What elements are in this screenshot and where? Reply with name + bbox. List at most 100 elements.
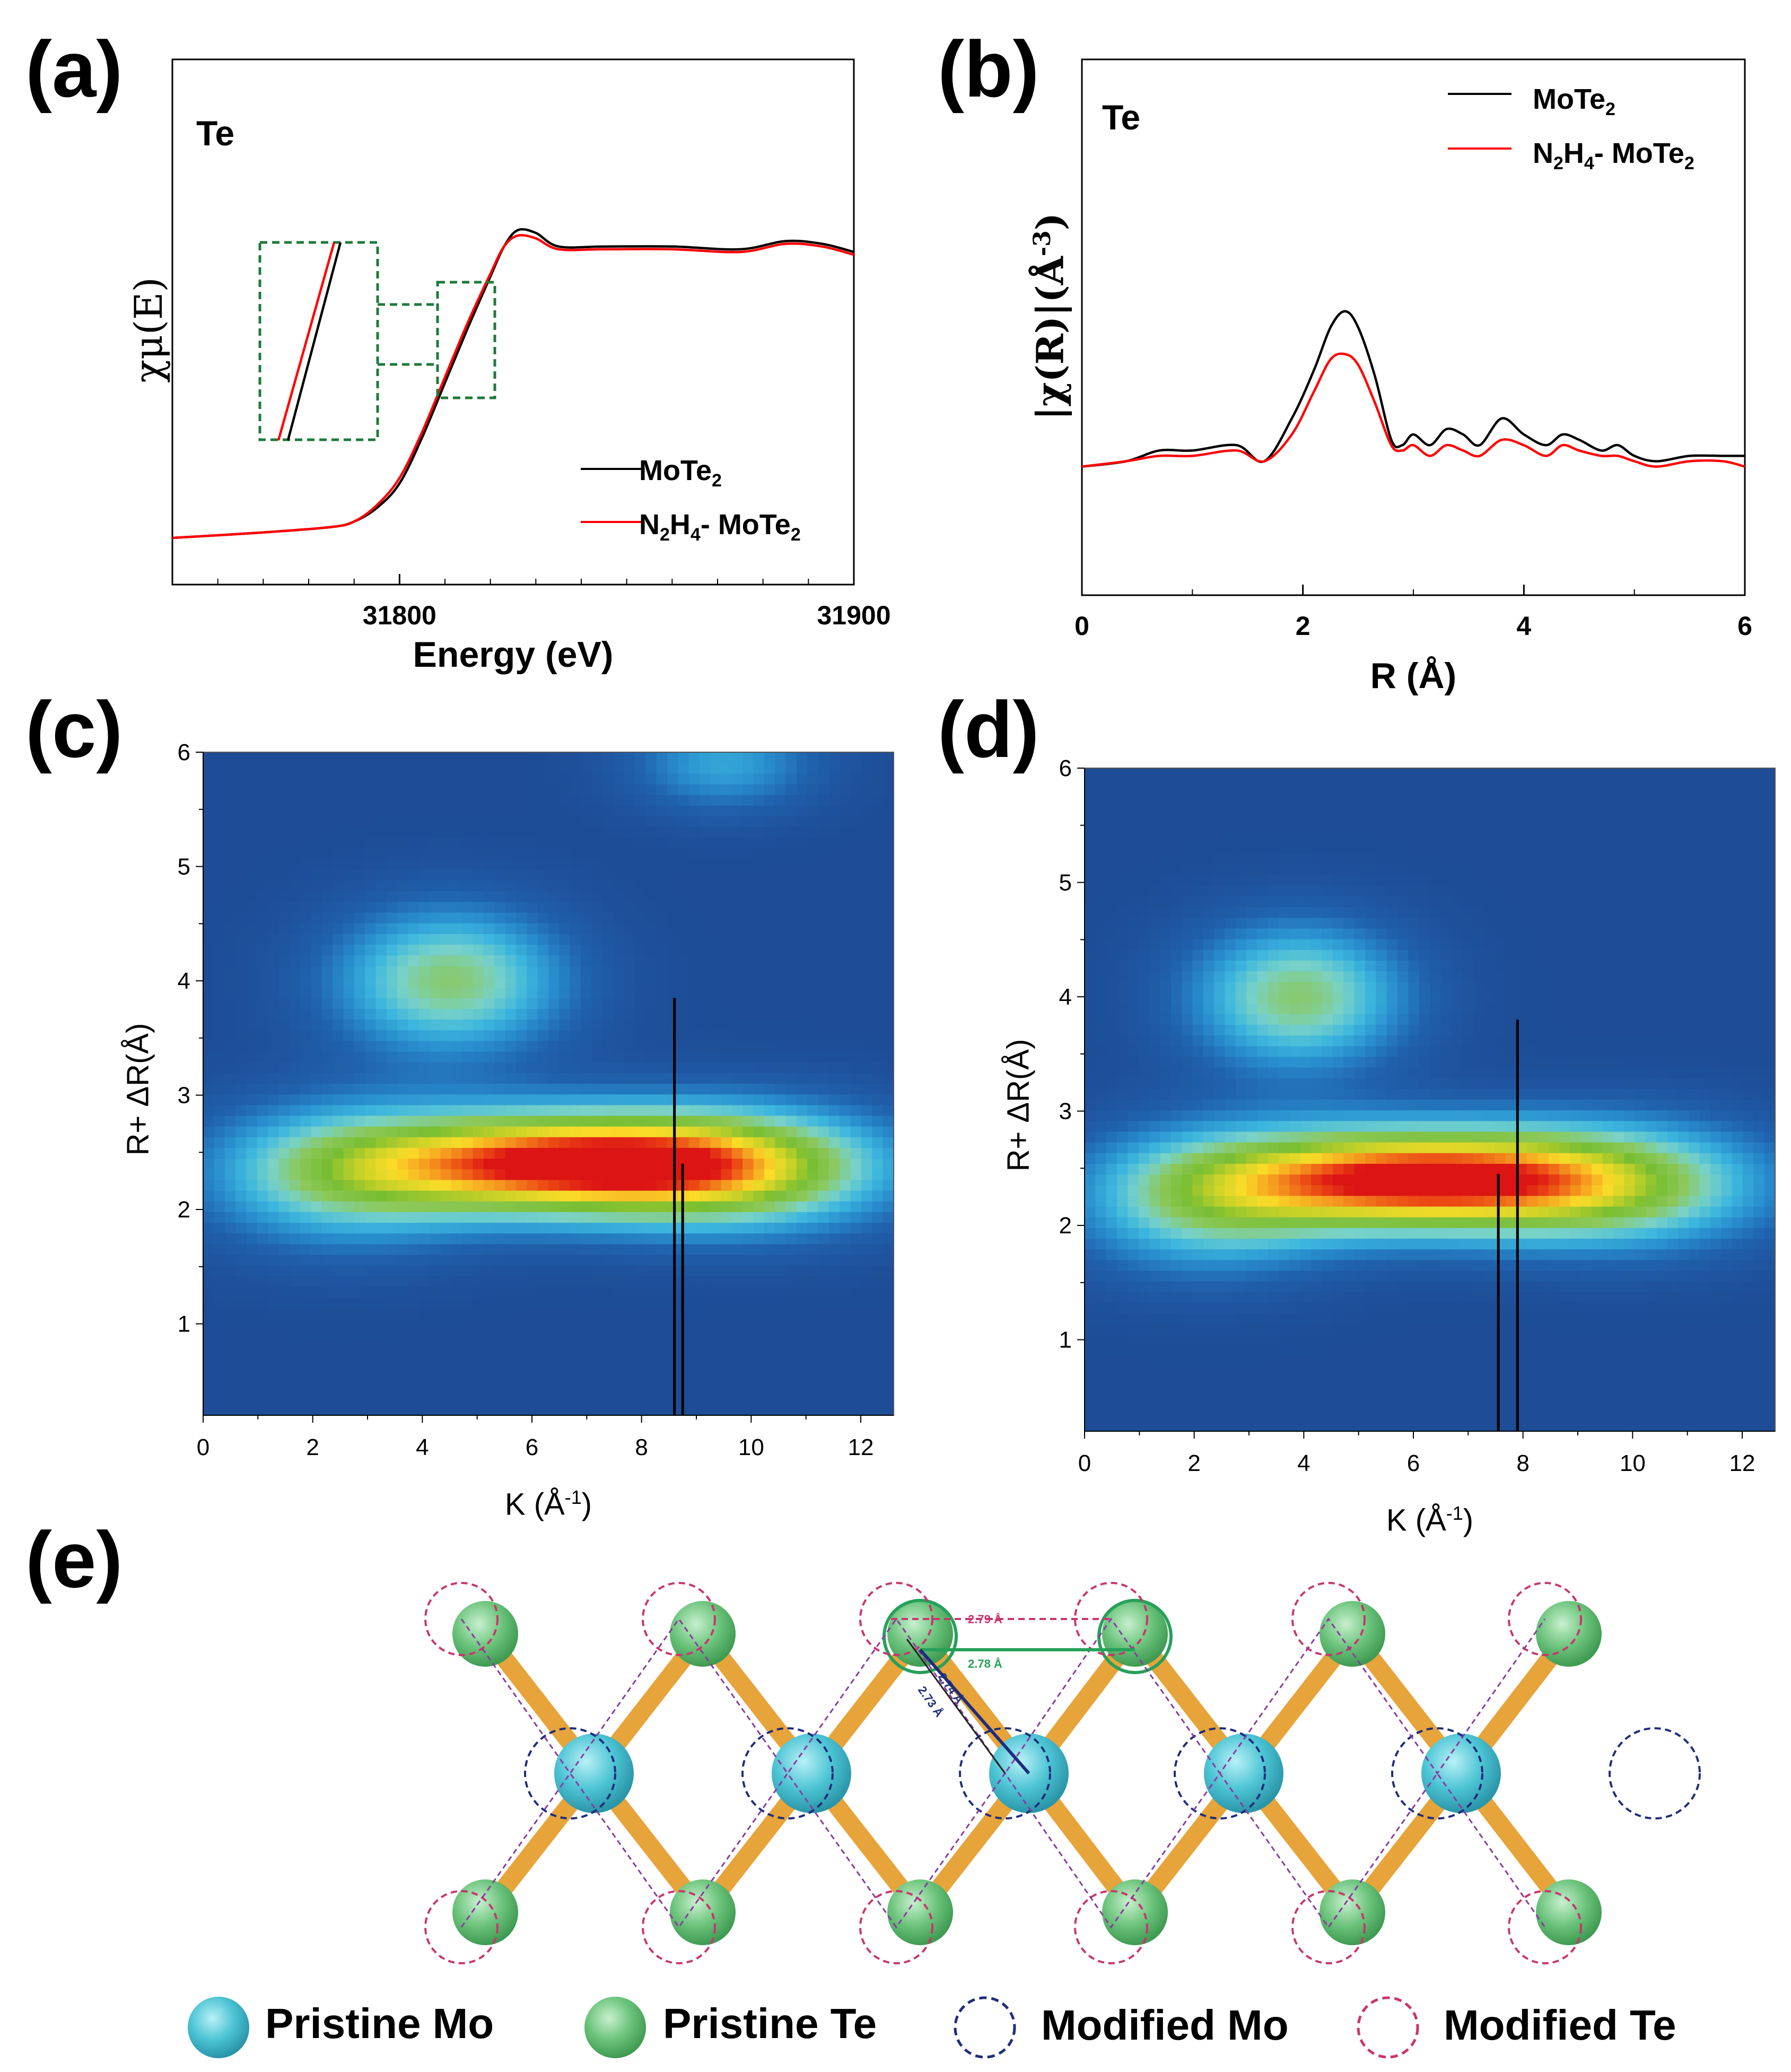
heatmap-cell <box>235 1030 247 1042</box>
heatmap-cell <box>451 977 463 988</box>
heatmap-cell <box>451 1008 463 1020</box>
heatmap-cell <box>883 1201 894 1213</box>
heatmap-cell <box>516 987 528 999</box>
heatmap-cell <box>1128 1014 1139 1025</box>
heatmap-cell <box>1160 1078 1172 1090</box>
heatmap-cell <box>257 1233 268 1245</box>
heatmap-cell <box>796 1020 808 1031</box>
heatmap-cell <box>451 902 463 913</box>
heatmap-cell <box>321 1169 333 1181</box>
heatmap-cell <box>850 1298 862 1309</box>
heatmap-cell <box>731 805 743 817</box>
heatmap-cell <box>785 1137 797 1148</box>
heatmap-cell <box>742 1051 754 1063</box>
heatmap-cell <box>537 1147 549 1159</box>
heatmap-cell <box>807 1137 819 1148</box>
heatmap-cell <box>591 891 603 903</box>
heatmap-cell <box>462 934 474 945</box>
heatmap-cell <box>462 1329 474 1341</box>
heatmap-cell <box>1085 907 1096 919</box>
heatmap-cell <box>1225 789 1236 801</box>
heatmap-cell <box>828 977 841 988</box>
heatmap-cell <box>667 912 678 924</box>
x-tick-label: 2 <box>306 1434 319 1460</box>
heatmap-cell <box>246 944 258 956</box>
heatmap-cell <box>343 1137 355 1148</box>
heatmap-cell <box>278 1180 290 1191</box>
heatmap-cell <box>440 934 452 945</box>
heatmap-cell <box>1214 1239 1226 1250</box>
heatmap-cell <box>418 1020 431 1031</box>
heatmap-cell <box>721 1394 732 1405</box>
heatmap-cell <box>214 838 225 849</box>
heatmap-cell <box>785 1041 797 1052</box>
heatmap-cell <box>516 816 528 828</box>
heatmap-cell <box>1095 1024 1107 1036</box>
heatmap-cell <box>559 1276 571 1287</box>
heatmap-cell <box>418 1244 431 1256</box>
heatmap-cell <box>678 966 689 978</box>
heatmap-cell <box>224 1394 236 1405</box>
heatmap-cell <box>257 1362 268 1373</box>
heatmap-cell <box>634 987 646 999</box>
heatmap-cell <box>828 1212 841 1223</box>
heatmap-cell <box>581 816 592 828</box>
heatmap-cell <box>742 955 754 967</box>
heatmap-cell <box>775 838 787 849</box>
heatmap-cell <box>333 1244 344 1256</box>
heatmap-cell <box>764 1116 776 1127</box>
heatmap-cell <box>289 1383 301 1395</box>
heatmap-cell <box>505 1094 517 1106</box>
heatmap-cell <box>430 1169 441 1181</box>
heatmap-cell <box>688 848 700 860</box>
heatmap-cell <box>257 838 268 849</box>
heatmap-cell <box>321 998 333 1009</box>
heatmap-cell <box>656 805 668 817</box>
heatmap-cell <box>656 1159 668 1170</box>
heatmap-cell <box>1149 811 1161 822</box>
heatmap-cell <box>581 955 592 967</box>
heatmap-cell <box>430 773 441 785</box>
heatmap-cell <box>872 987 884 999</box>
heatmap-cell <box>721 1329 732 1341</box>
heatmap-cell <box>1225 1110 1236 1122</box>
heatmap-cell <box>300 752 312 763</box>
heatmap-cell <box>645 1351 657 1362</box>
heatmap-cell <box>1182 1356 1193 1368</box>
heatmap-cell <box>742 998 754 1009</box>
heatmap-cell <box>721 987 732 999</box>
heatmap-cell <box>278 1116 290 1127</box>
heatmap-cell <box>710 1041 722 1052</box>
heatmap-cell <box>645 1137 657 1148</box>
heatmap-cell <box>570 1159 581 1170</box>
heatmap-cell <box>462 1255 474 1266</box>
heatmap-cell <box>418 912 431 924</box>
heatmap-cell <box>570 891 581 903</box>
heatmap-cell <box>613 1073 625 1084</box>
heatmap-cell <box>408 1147 420 1159</box>
heatmap-cell <box>386 912 398 924</box>
heatmap-cell <box>1106 1260 1117 1272</box>
heatmap-cell <box>418 1308 431 1320</box>
heatmap-cell <box>742 891 754 903</box>
heatmap-cell <box>1214 821 1226 833</box>
heatmap-cell <box>828 1116 841 1127</box>
heatmap-cell <box>408 1094 420 1106</box>
heatmap-cell <box>246 1340 258 1352</box>
heatmap-cell <box>828 795 841 806</box>
heatmap-cell <box>537 1084 549 1095</box>
heatmap-cell <box>775 1329 787 1341</box>
heatmap-cell <box>678 1041 689 1052</box>
heatmap-cell <box>872 859 884 870</box>
heatmap-cell <box>321 1287 333 1299</box>
heatmap-cell <box>721 1244 732 1256</box>
heatmap-cell <box>775 1212 787 1223</box>
heatmap-cell <box>365 987 377 999</box>
heatmap-cell <box>634 784 646 796</box>
heatmap-cell <box>483 1008 495 1020</box>
heatmap-cell <box>1182 1239 1193 1250</box>
heatmap-cell <box>203 923 215 935</box>
heatmap-cell <box>850 1404 862 1416</box>
heatmap-cell <box>418 1116 431 1127</box>
heatmap-cell <box>343 1404 355 1416</box>
